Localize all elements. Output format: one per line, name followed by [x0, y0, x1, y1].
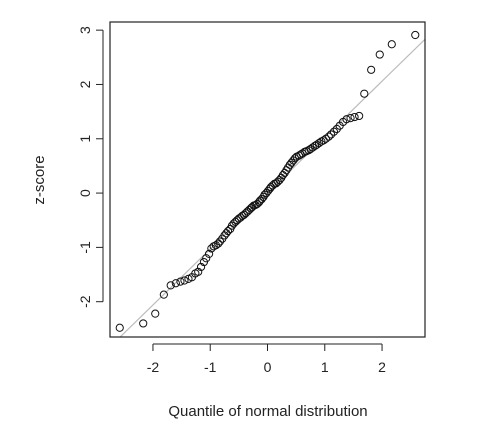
data-point	[166, 281, 175, 290]
x-axis-title: Quantile of normal distribution	[168, 403, 367, 420]
data-point	[214, 239, 223, 248]
data-point	[324, 132, 333, 141]
data-point	[115, 323, 124, 332]
y-axis-title: z-score	[31, 155, 48, 204]
data-point	[202, 254, 211, 263]
data-point	[342, 115, 351, 124]
data-point	[375, 50, 384, 59]
data-point	[310, 141, 320, 150]
data-point	[329, 127, 339, 136]
data-point	[223, 226, 233, 236]
data-point	[194, 267, 203, 276]
data-point	[355, 111, 364, 121]
data-point	[387, 40, 396, 49]
plot-frame	[109, 21, 426, 338]
y-tick-label: 3	[77, 26, 93, 34]
y-tick-label: 2	[77, 80, 93, 88]
data-point	[326, 130, 336, 139]
data-point	[215, 237, 225, 246]
data-point	[314, 139, 324, 148]
data-point	[360, 89, 369, 98]
data-point	[245, 205, 254, 215]
data-point	[321, 134, 331, 143]
data-point	[180, 276, 189, 285]
x-tick-label: -1	[204, 359, 217, 375]
x-tick-label: -2	[147, 359, 160, 375]
data-point	[319, 136, 328, 145]
x-tick-label: 1	[321, 359, 329, 375]
points-layer	[115, 30, 420, 332]
x-tick-label: 2	[378, 359, 386, 375]
x-tick-label: 0	[264, 359, 272, 375]
data-point	[367, 65, 376, 74]
data-point	[350, 112, 359, 122]
data-point	[290, 154, 300, 163]
data-point	[171, 279, 180, 288]
data-point	[139, 319, 148, 328]
y-axis: -2 -1 0 1 2 3	[77, 26, 104, 308]
data-point	[308, 143, 317, 152]
y-tick-label: -2	[77, 295, 93, 308]
data-point	[304, 146, 313, 155]
y-tick-label: -1	[77, 241, 93, 254]
y-tick-label: 1	[77, 135, 93, 143]
data-point	[151, 309, 160, 318]
data-point	[196, 262, 206, 272]
data-point	[159, 290, 168, 299]
data-point	[176, 277, 185, 286]
data-point	[346, 114, 355, 123]
data-point	[257, 194, 266, 204]
data-point	[411, 30, 420, 40]
data-point	[204, 249, 214, 259]
data-point	[298, 149, 307, 158]
y-tick-label: 0	[77, 189, 93, 197]
x-axis: -2 -1 0 1 2	[147, 343, 386, 375]
